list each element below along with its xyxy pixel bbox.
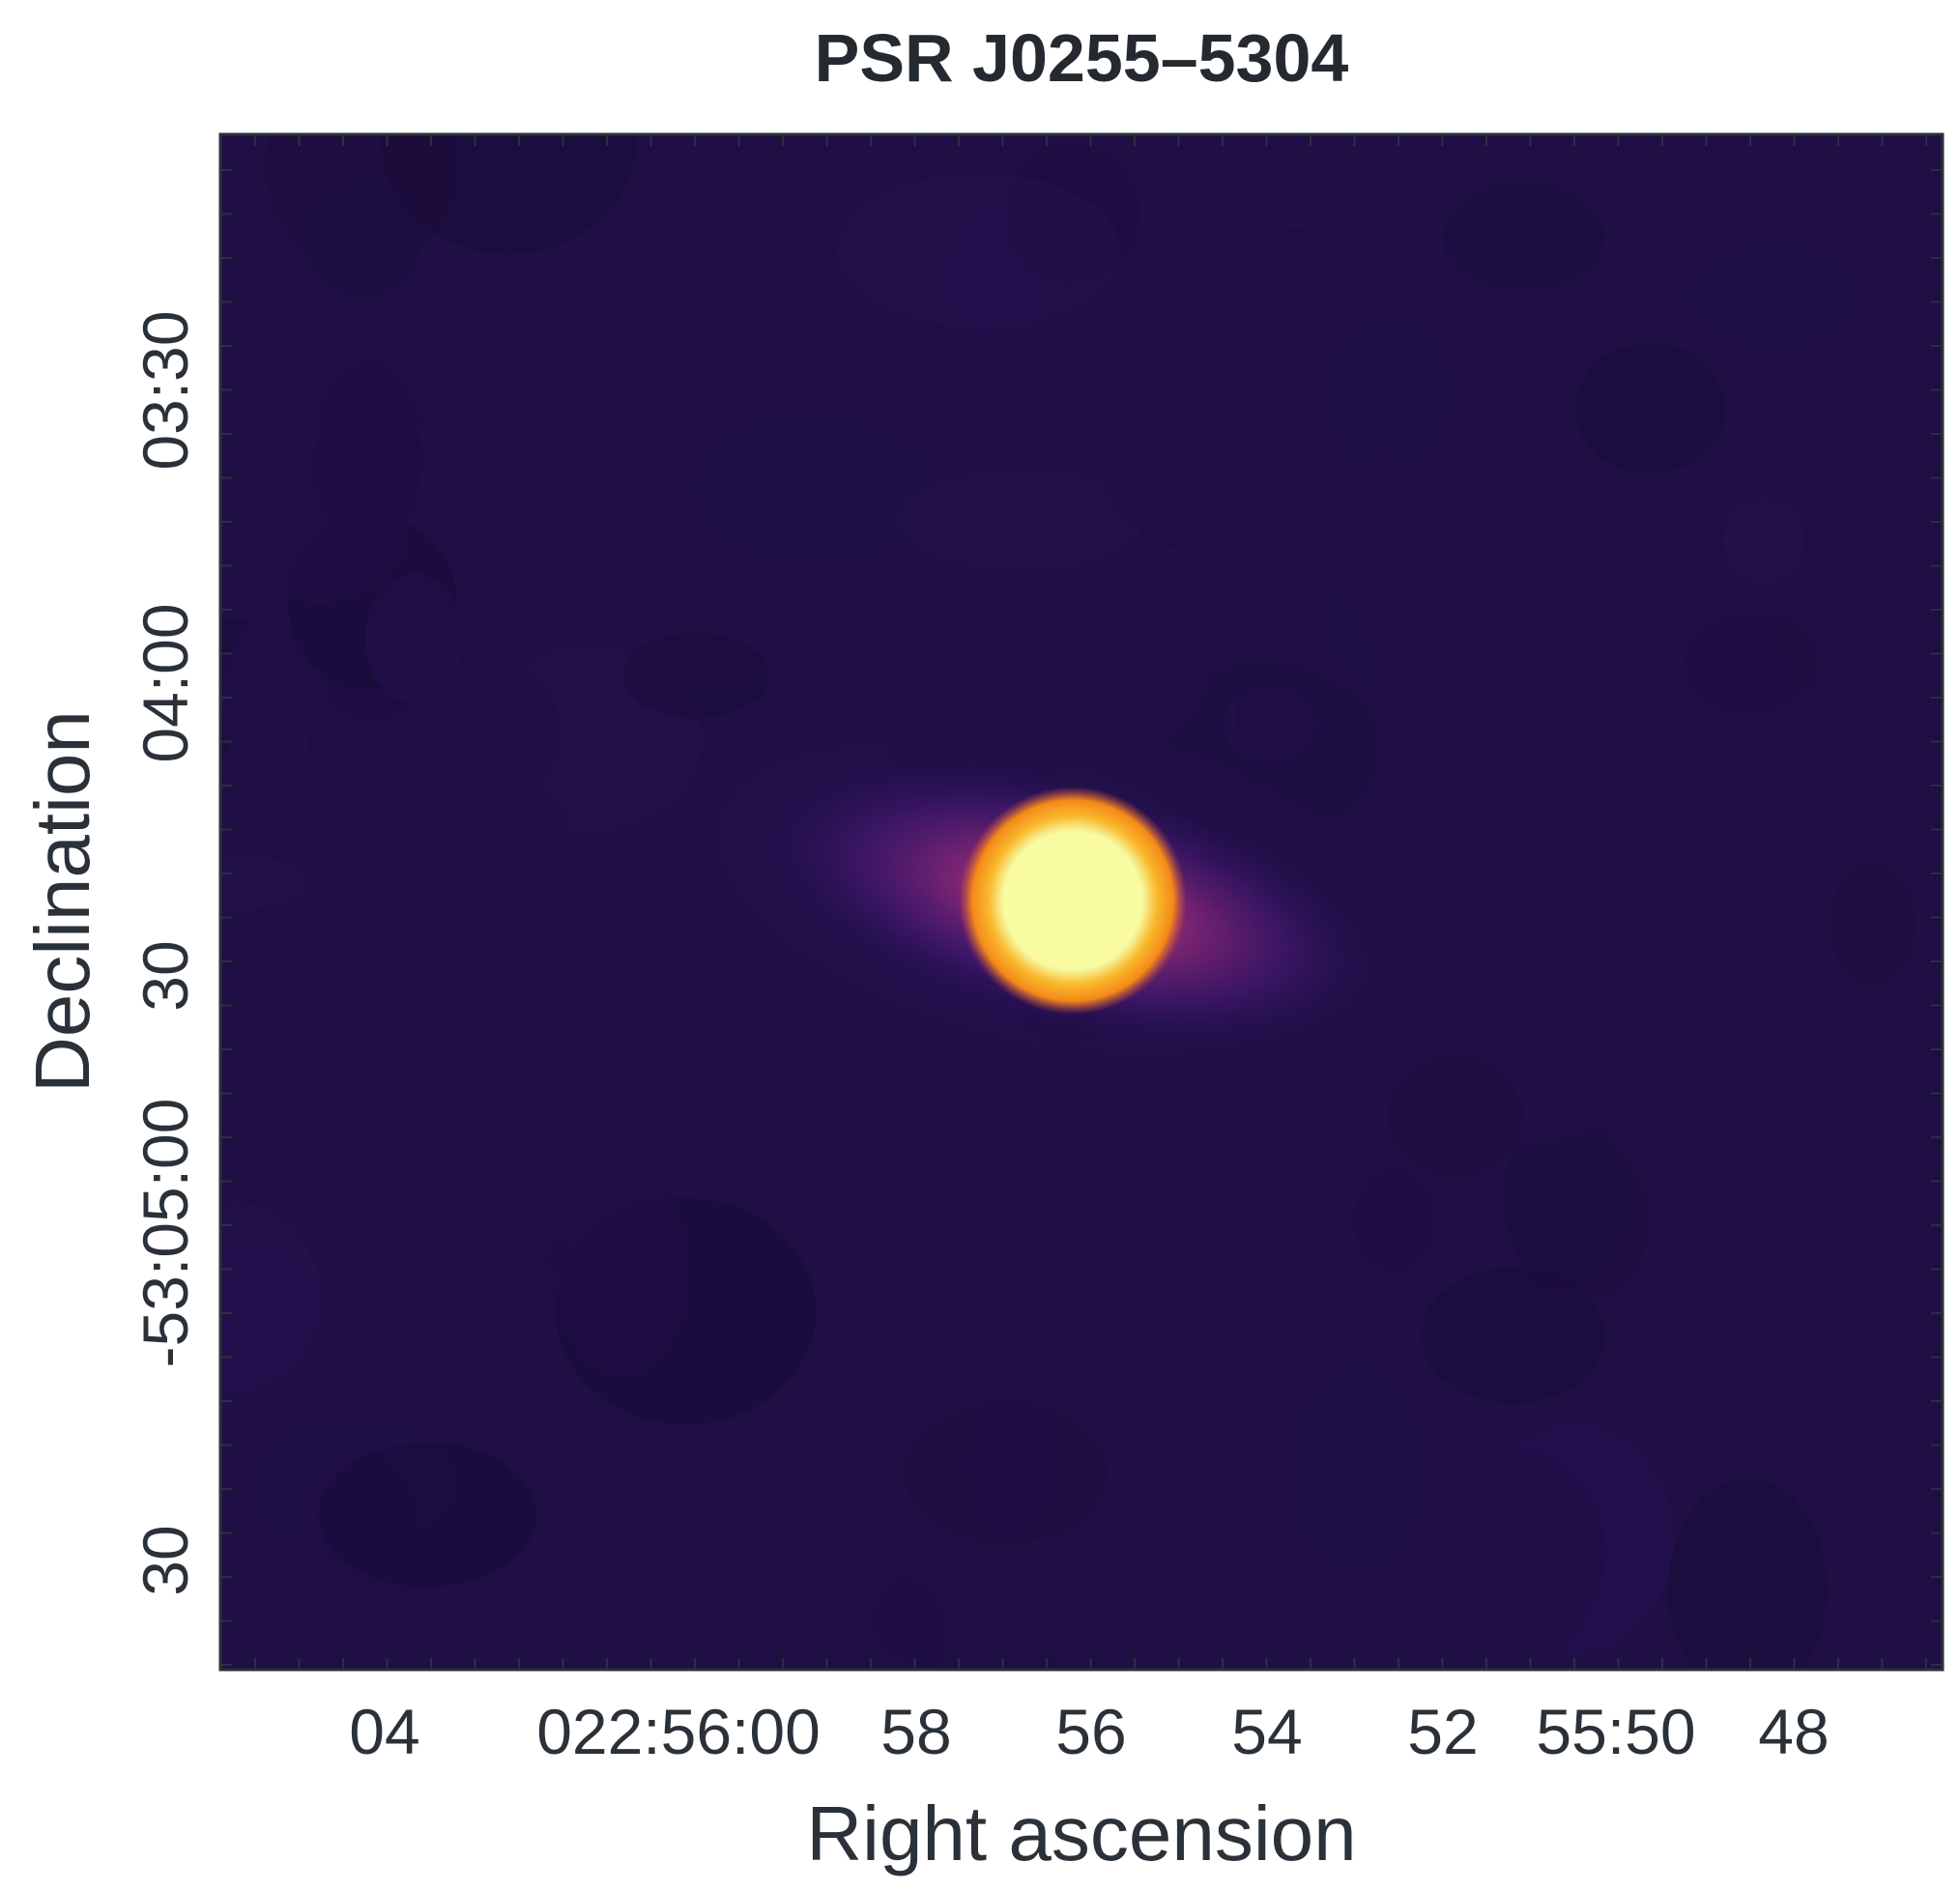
- noise-blob: [692, 1552, 943, 1670]
- noise-blob: [963, 1390, 1064, 1536]
- noise-blob: [927, 319, 1108, 431]
- noise-blob: [1421, 1268, 1605, 1404]
- noise-blob: [1574, 342, 1726, 473]
- noise-blob: [1779, 560, 1943, 705]
- noise-blob: [1480, 1423, 1673, 1654]
- noise-blob: [1431, 1449, 1605, 1658]
- y-tick-label: 03:30: [130, 310, 201, 470]
- noise-blob: [744, 134, 835, 271]
- noise-blob: [1668, 1478, 1828, 1670]
- x-tick-labels: 04 022:56:00 58 56 54 52 55:50 48: [349, 1696, 1829, 1767]
- noise-blob: [1107, 545, 1218, 738]
- noise-blob: [1443, 183, 1605, 291]
- noise-blob: [836, 173, 1121, 328]
- y-tick-label: 30: [130, 940, 201, 1011]
- noise-blob: [1688, 246, 1853, 344]
- noise-blob: [1722, 498, 1805, 584]
- x-tick-label: 04: [349, 1696, 419, 1767]
- noise-blob: [1685, 613, 1816, 714]
- x-tick-label: 48: [1758, 1696, 1829, 1767]
- noise-blob: [1503, 1105, 1625, 1291]
- y-tick-label: 30: [130, 1525, 201, 1595]
- source-core-bright: [1003, 831, 1142, 970]
- noise-blob: [905, 1403, 1108, 1544]
- noise-blob: [1830, 861, 1916, 988]
- noise-blob: [220, 1202, 322, 1389]
- noise-blob: [364, 573, 464, 703]
- minor-ticks: [220, 134, 1943, 1670]
- x-tick-label: 52: [1407, 1696, 1478, 1767]
- noise-blob: [1354, 1169, 1435, 1271]
- noise-blob: [899, 469, 1143, 572]
- x-tick-label: 022:56:00: [536, 1696, 821, 1767]
- noise-blob: [1427, 553, 1511, 699]
- noise-blob: [1320, 450, 1435, 680]
- noise-blob: [1802, 1011, 1943, 1129]
- noise-blob: [877, 1554, 1143, 1670]
- chart-title: PSR J0255–5304: [815, 20, 1349, 96]
- x-tick-label: 55:50: [1536, 1696, 1695, 1767]
- plot-area: [220, 134, 1943, 1670]
- y-axis-label: Declination: [19, 710, 105, 1093]
- x-tick-label: 56: [1055, 1696, 1126, 1767]
- noise-blob: [380, 134, 637, 255]
- x-tick-label: 58: [880, 1696, 951, 1767]
- noise-blob: [1326, 318, 1447, 469]
- x-axis-label: Right ascension: [806, 1790, 1356, 1876]
- x-tick-label: 54: [1231, 1696, 1302, 1767]
- noise-blob: [220, 852, 308, 912]
- noise-blob: [226, 453, 410, 604]
- noise-blob: [304, 184, 422, 296]
- noise-blob: [220, 1251, 333, 1432]
- noise-blob: [494, 548, 740, 630]
- noise-blob: [318, 1442, 537, 1588]
- plot-frame: [218, 132, 1945, 1672]
- noise-blob: [1100, 378, 1303, 552]
- noise-blob: [550, 1162, 693, 1379]
- noise-blob: [1213, 228, 1377, 305]
- noise-blob: [698, 418, 932, 562]
- y-tick-labels: 03:30 04:00 30 -53:05:00 30: [130, 310, 201, 1595]
- y-tick-label: 04:00: [130, 603, 201, 762]
- y-tick-label: -53:05:00: [130, 1099, 201, 1368]
- noise-blob: [1161, 1480, 1244, 1593]
- noise-blob: [1294, 1368, 1421, 1571]
- noise-blob: [310, 1221, 569, 1285]
